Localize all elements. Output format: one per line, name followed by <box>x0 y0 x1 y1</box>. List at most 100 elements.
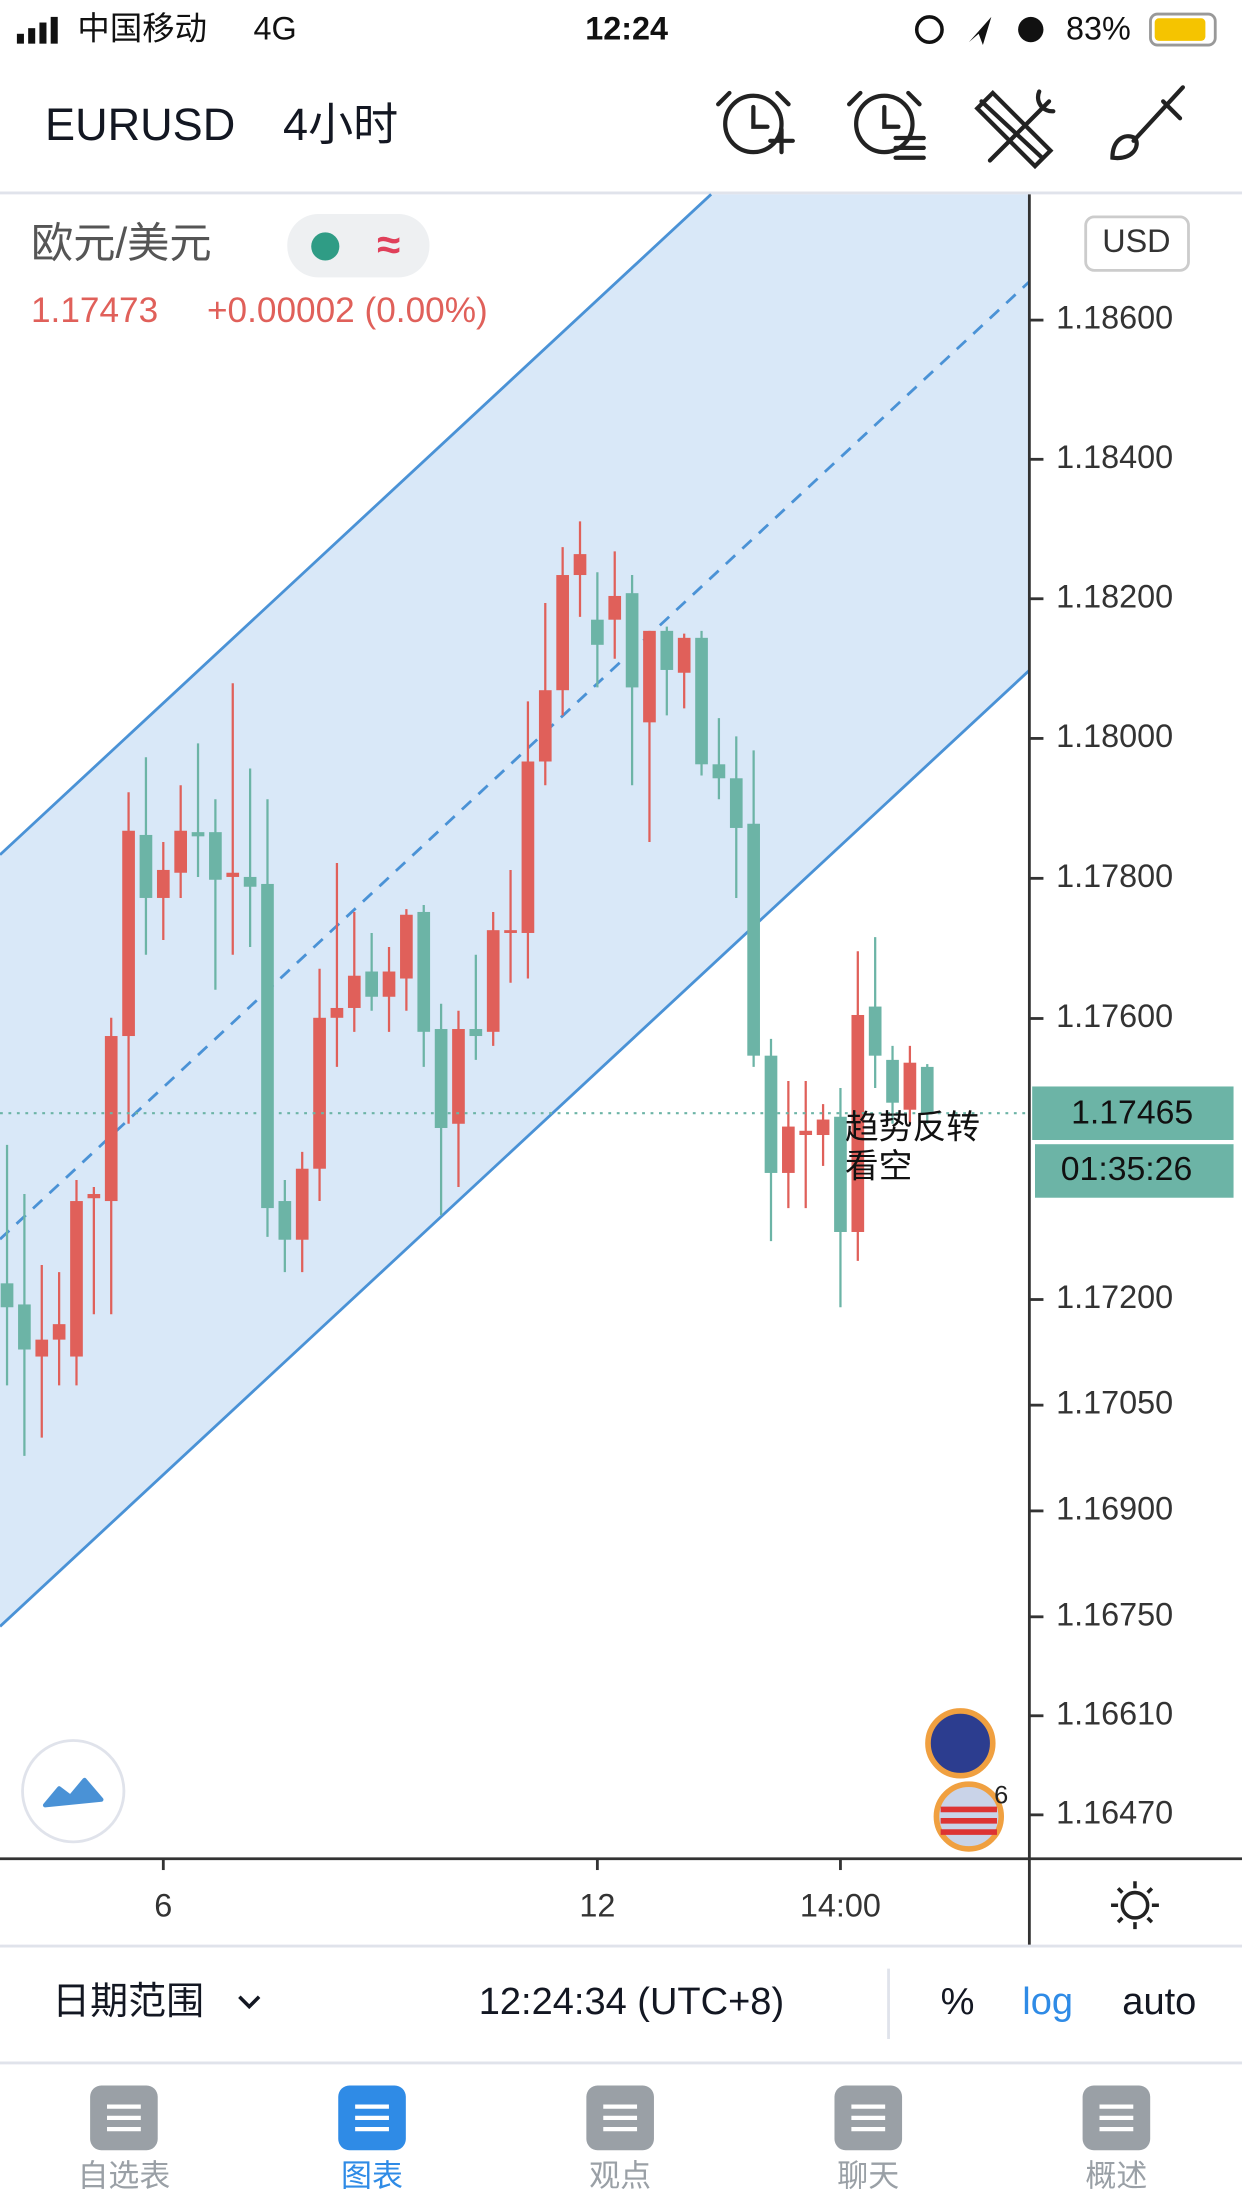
y-tick-label: 1.16470 <box>1056 1794 1173 1830</box>
countdown: 01:35:26 <box>1061 1150 1193 1188</box>
tab-bar: 自选表 图表 观点 聊天 概述 <box>77 2085 1151 2194</box>
candle-body <box>747 823 760 1056</box>
battery-level <box>1154 18 1206 41</box>
chevron <box>238 1995 261 2010</box>
battery-text: 83% <box>1066 11 1131 47</box>
add-alert-button[interactable] <box>716 90 795 155</box>
candle-body <box>573 554 587 576</box>
candle-body <box>209 832 222 880</box>
alarm-icon <box>1018 16 1044 43</box>
log-toggle[interactable]: log <box>1022 1981 1073 2023</box>
currency-button[interactable] <box>1084 215 1190 272</box>
y-tick-label: 1.18000 <box>1056 718 1173 754</box>
candle-body <box>695 637 708 765</box>
candle-body <box>365 971 378 997</box>
price-label: 1.17465 <box>1071 1094 1193 1132</box>
candle-body <box>521 761 535 933</box>
clock: 12:24 <box>585 11 668 47</box>
candle-body <box>608 595 622 620</box>
candle-body <box>643 630 656 723</box>
symbol[interactable]: EURUSD <box>45 99 235 150</box>
candle-body <box>677 637 691 673</box>
candle-body <box>729 778 743 828</box>
candle-body <box>70 1201 83 1357</box>
signal-bar <box>50 16 58 44</box>
tools-button[interactable] <box>974 89 1056 170</box>
candle-body <box>226 872 240 877</box>
percent-toggle[interactable]: % <box>941 1981 975 2023</box>
tab-glyph <box>1099 2104 1134 2132</box>
y-tick-label: 1.17800 <box>1056 858 1173 894</box>
candle-body <box>104 1036 118 1202</box>
candle-body <box>417 911 431 1032</box>
battery <box>1149 12 1217 47</box>
event-badge: 6 <box>994 1782 1008 1810</box>
brush-button[interactable] <box>1110 85 1185 161</box>
candle-body <box>712 764 726 779</box>
tab-glyph <box>107 2104 141 2132</box>
tab-label[interactable]: 图表 <box>341 2159 403 2194</box>
candle-body <box>486 930 500 1032</box>
candle-body <box>278 1201 292 1240</box>
candle-body <box>18 1304 31 1350</box>
y-tick-label: 1.17200 <box>1056 1279 1173 1315</box>
chart: 1.18600 1.18400 1.18200 1.18000 1.17800 1.176… <box>0 193 1234 1924</box>
candle-body <box>452 1029 465 1124</box>
tab-label[interactable]: 自选表 <box>77 2159 170 2194</box>
candle-body <box>903 1062 917 1110</box>
candle-body <box>504 930 517 933</box>
y-tick-label: 1.18400 <box>1056 439 1173 475</box>
candle-body <box>886 1059 899 1103</box>
channel-middle <box>0 280 1031 1241</box>
candle-body <box>261 883 274 1209</box>
candle-body <box>816 1119 830 1136</box>
countdown-box <box>1035 1144 1234 1198</box>
annotation: 看空 <box>845 1148 913 1186</box>
price-label-box <box>1032 1086 1234 1140</box>
interval[interactable]: 4小时 <box>283 99 398 150</box>
y-tick-label: 1.16610 <box>1056 1695 1173 1731</box>
status-bar: 中国移动 4G 12:24 83% <box>16 11 1217 47</box>
candle-body <box>920 1066 934 1114</box>
candle-body <box>556 575 569 691</box>
y-tick-label: 1.17050 <box>1056 1385 1173 1421</box>
clock-tz[interactable]: 12:24:34 (UTC+8) <box>479 1981 784 2023</box>
settings-icon[interactable] <box>1111 1881 1159 1930</box>
date-range-button[interactable]: 日期范围 <box>52 1981 204 2023</box>
toolbar: EURUSD 4小时 <box>0 85 1242 195</box>
location-icon <box>968 16 992 46</box>
x-tick-label: 12 <box>579 1888 615 1924</box>
y-tick-label: 1.18200 <box>1056 578 1173 614</box>
carrier: 中国移动 <box>77 11 207 47</box>
candle-body <box>330 1007 344 1018</box>
candle-body <box>538 690 552 762</box>
candle-body <box>660 630 674 670</box>
network: 4G <box>253 11 296 47</box>
x-tick-label: 14:00 <box>800 1888 881 1924</box>
bottom-bar: 日期范围 12:24:34 (UTC+8) % log auto <box>0 1944 1242 2065</box>
signal-bar <box>39 22 47 44</box>
candle-body <box>0 1283 14 1308</box>
tab-glyph <box>603 2104 638 2132</box>
market-status-dot <box>311 232 340 261</box>
status-pill[interactable] <box>287 214 430 278</box>
candle-body <box>295 1168 309 1240</box>
candle-body <box>851 1014 865 1232</box>
tab-label[interactable]: 观点 <box>589 2159 651 2194</box>
candle-body <box>347 975 361 1008</box>
legend-price: 1.17473 <box>31 291 158 330</box>
candle-body <box>799 1130 813 1136</box>
candle-body <box>243 876 257 887</box>
eu-event[interactable] <box>925 1708 996 1779</box>
tab-label[interactable]: 概述 <box>1085 2159 1147 2194</box>
auto-toggle[interactable]: auto <box>1122 1981 1196 2023</box>
alert-list-button[interactable] <box>847 90 926 160</box>
candle-body <box>174 830 188 873</box>
currency: USD <box>1102 223 1170 259</box>
us-event[interactable] <box>933 1781 1005 1852</box>
tab-label[interactable]: 聊天 <box>837 2159 899 2194</box>
candle-body <box>591 619 604 645</box>
y-tick-label: 1.16750 <box>1056 1596 1173 1632</box>
candle-body <box>469 1029 483 1037</box>
